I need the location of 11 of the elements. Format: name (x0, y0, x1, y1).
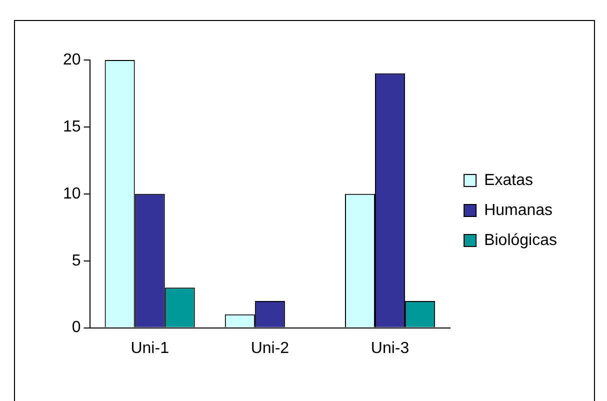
y-tick-label: 5 (72, 252, 81, 270)
legend-label: Exatas (484, 172, 533, 189)
legend-label: Humanas (484, 202, 553, 219)
legend-label: Biológicas (484, 232, 558, 249)
y-tick-label: 0 (72, 319, 81, 336)
x-tick-label: Uni-2 (250, 340, 290, 357)
y-tick-label: 15 (63, 118, 81, 136)
x-tick-label: Uni-3 (370, 340, 410, 357)
y-tick-label: 10 (63, 185, 81, 202)
y-tick-label: 20 (63, 51, 81, 68)
x-tick-label: Uni-1 (130, 340, 170, 357)
